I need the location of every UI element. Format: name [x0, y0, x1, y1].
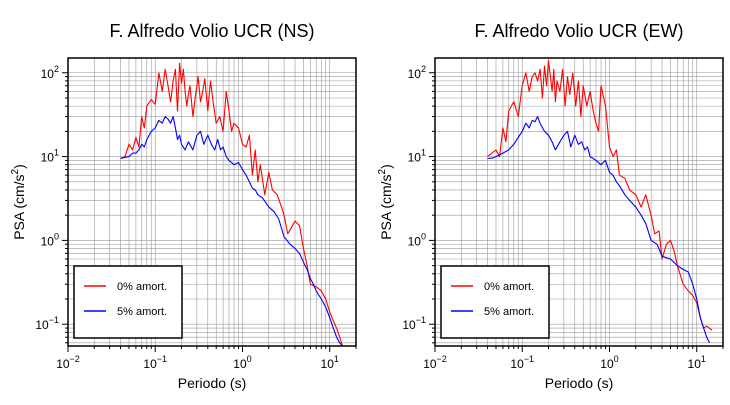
x-tick-label-exponent: −1	[157, 354, 167, 364]
y-tick-label: 100	[408, 231, 426, 248]
legend-label-1: 0% amort.	[117, 281, 167, 293]
x-tick-label-base: 10	[233, 357, 247, 371]
y-tick-label-exponent: −1	[416, 315, 426, 325]
y-tick-label: 100	[41, 231, 59, 248]
y-tick-label-base: 10	[408, 67, 422, 81]
legend-box	[440, 265, 550, 339]
chart-title: F. Alfredo Volio UCR (NS)	[109, 21, 314, 41]
x-tick-label: 101	[321, 354, 339, 371]
x-tick-label-exponent: 0	[614, 354, 619, 364]
series-line-damped	[487, 116, 710, 344]
y-tick-label-base: 10	[41, 67, 55, 81]
y-axis-label: PSA (cm/s2)	[10, 164, 27, 240]
tick-marks	[62, 72, 357, 352]
y-tick-label-base: 10	[408, 151, 422, 165]
y-tick-label-base: 10	[41, 234, 55, 248]
y-axis-label-close: )	[378, 164, 394, 169]
plot-frame	[67, 57, 357, 347]
y-axis-label-close: )	[11, 164, 27, 169]
x-tick-label-exponent: −1	[524, 354, 534, 364]
y-tick-label: 101	[41, 148, 59, 165]
x-tick-label-base: 10	[600, 357, 614, 371]
y-axis-label: PSA (cm/s2)	[377, 164, 394, 240]
series-line-damped	[120, 116, 343, 347]
series-line-undamped	[487, 59, 713, 331]
y-tick-label-exponent: 0	[54, 231, 59, 241]
legend: 0% amort. 5% amort.	[440, 265, 550, 339]
y-axis-label-text: PSA (cm/s	[11, 174, 27, 239]
y-tick-label: 102	[41, 64, 59, 81]
y-tick-label-exponent: 2	[54, 64, 59, 74]
series-line-undamped	[120, 62, 344, 347]
legend-label-1: 0% amort.	[484, 281, 534, 293]
x-tick-label: 10−1	[510, 354, 534, 371]
y-tick-label-base: 10	[408, 234, 422, 248]
x-tick-label: 100	[233, 354, 251, 371]
y-tick-label-base: 10	[41, 151, 55, 165]
y-tick-label: 10−1	[402, 315, 426, 332]
y-tick-label: 10−1	[35, 315, 59, 332]
y-tick-label-exponent: 2	[421, 64, 426, 74]
y-tick-label-base: 10	[35, 318, 49, 332]
x-tick-label-exponent: −2	[70, 354, 80, 364]
x-tick-label-exponent: 1	[334, 354, 339, 364]
y-tick-label-exponent: −1	[49, 315, 59, 325]
y-tick-label-exponent: 1	[421, 148, 426, 158]
x-tick-label: 10−2	[56, 354, 80, 371]
legend: 0% amort. 5% amort.	[73, 265, 183, 339]
x-tick-label: 100	[600, 354, 618, 371]
legend-label-2: 5% amort.	[117, 306, 167, 318]
x-tick-label-base: 10	[423, 357, 437, 371]
y-tick-label: 102	[408, 64, 426, 81]
x-tick-label-base: 10	[688, 357, 702, 371]
plot-frame	[434, 57, 724, 347]
y-axis-label-superscript: 2	[377, 168, 388, 174]
x-tick-label: 10−2	[423, 354, 447, 371]
x-tick-label-base: 10	[321, 357, 335, 371]
x-tick-label-exponent: 1	[701, 354, 706, 364]
x-tick-label-exponent: −2	[437, 354, 447, 364]
y-tick-label: 101	[408, 148, 426, 165]
x-tick-label: 10−1	[143, 354, 167, 371]
y-tick-label-exponent: 1	[54, 148, 59, 158]
tick-marks	[429, 72, 724, 352]
y-axis-label-superscript: 2	[10, 168, 21, 174]
x-tick-label-base: 10	[143, 357, 157, 371]
chart-title: F. Alfredo Volio UCR (EW)	[474, 21, 683, 41]
y-tick-label-exponent: 0	[421, 231, 426, 241]
legend-label-2: 5% amort.	[484, 306, 534, 318]
x-axis-label: Periodo (s)	[545, 375, 613, 391]
y-tick-label-base: 10	[402, 318, 416, 332]
y-axis-label-text: PSA (cm/s	[378, 174, 394, 239]
x-tick-label-exponent: 0	[247, 354, 252, 364]
legend-box	[73, 265, 183, 339]
x-tick-label-base: 10	[56, 357, 70, 371]
x-axis-label: Periodo (s)	[178, 375, 246, 391]
x-tick-label: 101	[688, 354, 706, 371]
x-tick-label-base: 10	[510, 357, 524, 371]
